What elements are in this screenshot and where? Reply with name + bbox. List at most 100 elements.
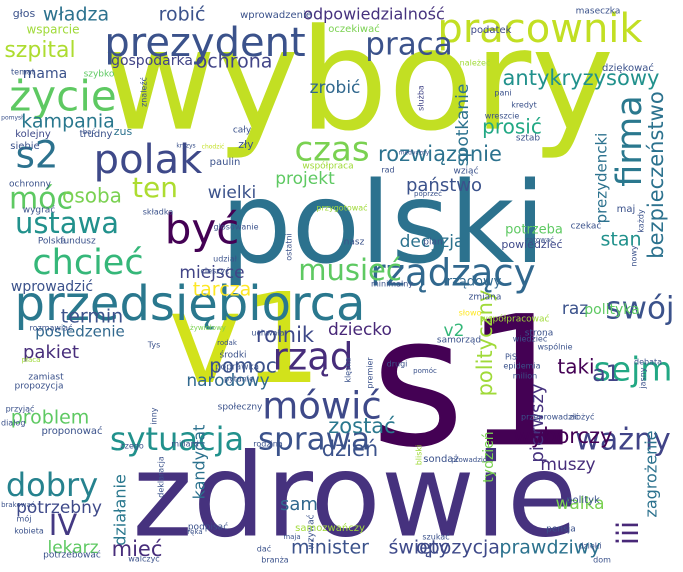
word-83: opozycja [416, 537, 500, 559]
word-167: PiS [505, 353, 517, 362]
word-52: decyzja [400, 232, 465, 252]
word-79: sam [280, 494, 318, 515]
word-60: polityka [584, 302, 639, 318]
word-146: żywiołowy [190, 324, 226, 332]
word-57: dziecko [328, 320, 392, 340]
word-132: fundusz [60, 237, 96, 247]
word-128: przygotować [316, 203, 367, 213]
word-1: wybory [102, 0, 614, 163]
word-196: dzięki [578, 542, 601, 551]
word-129: czekać [571, 221, 602, 232]
word-6: przedsiębiorca [15, 276, 366, 332]
word-22: sejm [594, 350, 673, 389]
word-152: pytanie [224, 375, 254, 384]
word-114: sztab [516, 134, 540, 144]
word-186: ręka [187, 528, 202, 536]
word-16: czas [294, 130, 369, 170]
word-64: pakiet [23, 342, 79, 363]
word-38: odpowiedzialność [303, 5, 445, 24]
word-20: dobry [6, 466, 98, 504]
word-101: znaleźć [139, 77, 149, 107]
word-30: IV [49, 508, 78, 542]
word-67: narodowy [186, 371, 269, 391]
word-13: chcieć [32, 243, 143, 283]
word-184: kobieta [14, 527, 44, 536]
word-107: siebie [10, 141, 39, 152]
word-28: ten [132, 171, 178, 204]
word-97: należeć [460, 58, 491, 68]
word-99: szybko [84, 70, 115, 80]
word-54: tarcza [193, 279, 252, 301]
word-173: złożyć [570, 412, 595, 422]
word-39: zrobić [310, 78, 361, 98]
word-149: rodak [217, 339, 238, 347]
word-23: swój [605, 291, 674, 327]
word-41: szpital [4, 38, 75, 63]
word-133: Polska [38, 237, 66, 247]
word-47: projekt [275, 169, 335, 189]
word-197: dom [593, 556, 611, 565]
word-9: polak [94, 137, 203, 183]
word-70: pierwszy [527, 383, 548, 462]
word-50: osoba [62, 184, 122, 208]
word-27: móc [9, 182, 73, 217]
word-160: klęska [344, 357, 353, 382]
word-4: zdrowie [132, 430, 577, 564]
word-110: służba [417, 85, 426, 111]
word-31: iii [611, 521, 645, 545]
word-2: polski [220, 159, 545, 289]
word-14: ustawa [15, 206, 119, 240]
word-100: temat [11, 68, 35, 77]
word-125: każdy [637, 209, 646, 233]
word-175: czego [120, 442, 144, 451]
word-180: prowadzić [451, 456, 487, 464]
word-164: samorząd [437, 336, 481, 346]
word-48: państwo [406, 175, 482, 196]
word-120: współpraca [302, 161, 353, 172]
word-189: wzywać [306, 514, 317, 549]
word-85: tydzień [481, 431, 497, 482]
word-69: dzień [322, 437, 378, 461]
word-84: prawdziwy [499, 537, 600, 559]
word-154: zamiast [28, 373, 64, 383]
word-165: wiedzieć [513, 334, 548, 344]
word-10: życie [9, 72, 117, 121]
word-161: pomóc [413, 367, 437, 375]
word-94: oczekiwać [328, 23, 379, 35]
word-29: musieć [298, 253, 402, 287]
word-191: dać [257, 544, 271, 554]
word-112: kredyt [511, 101, 537, 110]
word-5: v1 [168, 267, 322, 412]
word-153: płaca [22, 356, 41, 364]
word-109: zły [238, 138, 254, 151]
word-142: słowo [459, 309, 482, 318]
word-172: przeprowadzić [521, 412, 579, 422]
word-61: polityczny [473, 290, 497, 397]
word-182: brakować [1, 501, 35, 509]
word-59: raz [562, 299, 588, 319]
word-183: mój [17, 514, 32, 524]
word-51: stan [600, 229, 641, 251]
word-111: pani [494, 89, 511, 98]
word-56: rolnik [256, 323, 315, 347]
word-45: prosić [482, 115, 542, 139]
word-195: pensja [546, 525, 576, 535]
word-124: maj [617, 204, 636, 215]
word-130: ratować [526, 236, 554, 244]
word-81: minister [291, 537, 369, 559]
word-159: społeczny [218, 403, 263, 413]
word-72: muszy [540, 455, 595, 475]
word-155: propozycja [15, 382, 64, 392]
word-178: bliski [415, 445, 424, 466]
word-143: współpracować [480, 314, 549, 325]
word-44: spotkanie [453, 84, 473, 167]
word-158: inny [150, 407, 159, 424]
word-49: wielki [208, 183, 256, 203]
word-122: rad [381, 166, 394, 175]
word-166: wspólnie [537, 342, 572, 352]
word-193: branża [261, 556, 289, 565]
word-68: zostać [328, 414, 395, 438]
word-168: epidemia [503, 362, 540, 371]
word-53: miejsce [179, 263, 244, 283]
word-157: dialog [1, 419, 25, 428]
